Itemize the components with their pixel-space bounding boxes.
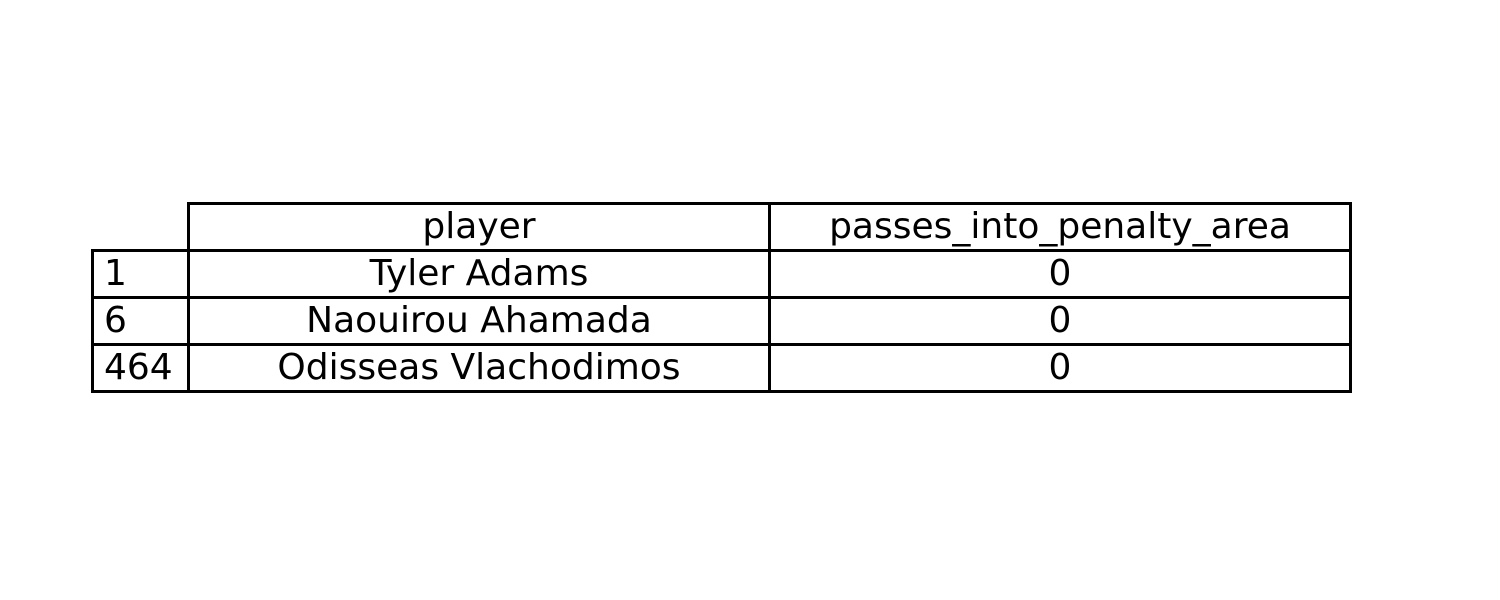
row-index: 464: [91, 343, 190, 393]
player-cell: Tyler Adams: [187, 249, 771, 299]
table-row: 6 Naouirou Ahamada 0: [91, 296, 1352, 346]
header-row: player passes_into_penalty_area: [92, 202, 1352, 252]
column-header-player: player: [187, 202, 771, 252]
passes-cell: 0: [768, 249, 1352, 299]
table-row: 464 Odisseas Vlachodimos 0: [91, 343, 1352, 393]
index-header-cell: [92, 203, 190, 252]
row-index: 6: [91, 296, 190, 346]
player-cell: Naouirou Ahamada: [187, 296, 771, 346]
passes-cell: 0: [768, 296, 1352, 346]
player-cell: Odisseas Vlachodimos: [187, 343, 771, 393]
data-table: player passes_into_penalty_area 1 Tyler …: [91, 202, 1352, 393]
row-index: 1: [91, 249, 190, 299]
passes-cell: 0: [768, 343, 1352, 393]
table-row: 1 Tyler Adams 0: [91, 249, 1352, 299]
column-header-passes-into-penalty-area: passes_into_penalty_area: [768, 202, 1352, 252]
